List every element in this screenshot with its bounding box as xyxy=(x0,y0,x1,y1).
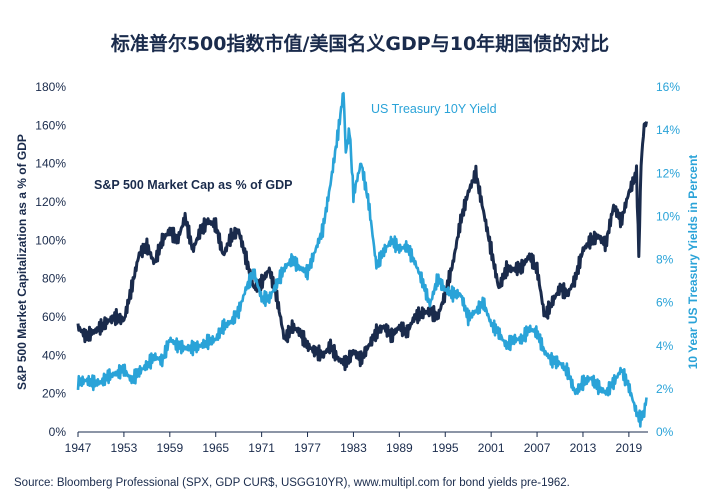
left-y-axis: 0% 20% 40% 60% 80% 100% 120% 140% 160% 180% xyxy=(35,80,66,439)
left-tick-label: 0% xyxy=(49,425,67,439)
x-tick-label: 2007 xyxy=(524,441,551,455)
right-tick-label: 8% xyxy=(656,253,674,267)
x-tick-label: 1947 xyxy=(65,441,92,455)
x-tick-label: 1959 xyxy=(156,441,183,455)
x-tick-label: 1995 xyxy=(432,441,459,455)
series-layer xyxy=(76,92,648,428)
x-tick-label: 1971 xyxy=(248,441,275,455)
left-tick-label: 80% xyxy=(42,272,66,286)
x-tick-label: 2013 xyxy=(570,441,597,455)
x-tick-label: 1953 xyxy=(111,441,138,455)
left-tick-label: 160% xyxy=(35,118,66,132)
x-tick-label: 2019 xyxy=(616,441,643,455)
x-axis: 1947 1953 1959 1965 1971 1977 1983 1989 1995 2001… xyxy=(65,432,643,455)
right-tick-label: 12% xyxy=(656,166,680,180)
x-tick-label: 1965 xyxy=(202,441,229,455)
left-axis-label: S&P 500 Market Capitalization as a % of … xyxy=(15,134,29,390)
chart-title: 标准普尔500指数市值/美国名义GDP与10年期国债的对比 xyxy=(111,32,609,55)
left-tick-label: 180% xyxy=(35,80,66,94)
right-axis-label: 10 Year US Treasury Yields in Percent xyxy=(686,155,700,370)
right-y-axis: 0% 2% 4% 6% 8% 10% 12% 14% 16% xyxy=(656,80,680,439)
right-tick-label: 16% xyxy=(656,80,680,94)
right-tick-label: 10% xyxy=(656,209,680,223)
x-tick-label: 1983 xyxy=(340,441,367,455)
left-tick-label: 60% xyxy=(42,310,66,324)
treasury-yield-line xyxy=(76,92,648,428)
left-tick-label: 20% xyxy=(42,387,66,401)
left-tick-label: 140% xyxy=(35,157,66,171)
x-tick-label: 1989 xyxy=(386,441,413,455)
sp500-series-label: S&P 500 Market Cap as % of GDP xyxy=(94,178,292,192)
left-tick-label: 100% xyxy=(35,233,66,247)
right-tick-label: 14% xyxy=(656,123,680,137)
sp500-market-cap-line xyxy=(76,121,648,372)
right-tick-label: 0% xyxy=(656,425,674,439)
x-tick-label: 1977 xyxy=(294,441,321,455)
left-tick-label: 40% xyxy=(42,348,66,362)
right-tick-label: 4% xyxy=(656,339,674,353)
treasury-series-label: US Treasury 10Y Yield xyxy=(371,102,497,116)
right-tick-label: 2% xyxy=(656,382,674,396)
right-tick-label: 6% xyxy=(656,296,674,310)
x-tick-label: 2001 xyxy=(478,441,505,455)
left-tick-label: 120% xyxy=(35,195,66,209)
source-note: Source: Bloomberg Professional (SPX, GDP… xyxy=(14,477,570,489)
